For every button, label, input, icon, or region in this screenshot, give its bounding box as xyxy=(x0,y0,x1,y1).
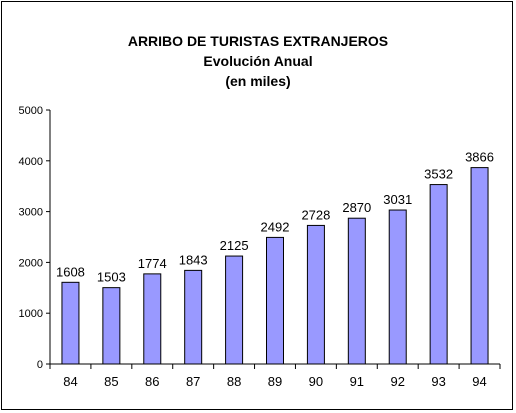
x-tick-label-90: 90 xyxy=(309,374,323,389)
chart-subtitle: Evolución Anual xyxy=(203,53,313,69)
x-tick-label-88: 88 xyxy=(227,374,241,389)
y-tick-label: 2000 xyxy=(19,257,43,269)
data-label-86: 1774 xyxy=(138,256,167,271)
bar-94 xyxy=(470,167,489,365)
x-tick-label-87: 87 xyxy=(186,374,200,389)
bar-86 xyxy=(143,273,162,365)
bar-89 xyxy=(266,236,284,365)
chart-unit-subtitle: (en miles) xyxy=(225,73,291,89)
y-tick-label: 0 xyxy=(37,359,43,371)
x-tick-label-84: 84 xyxy=(63,374,77,389)
data-label-84: 1608 xyxy=(56,264,85,279)
x-tick-label-94: 94 xyxy=(472,374,486,389)
y-tick-label: 3000 xyxy=(19,207,43,219)
bar-84 xyxy=(61,281,80,365)
y-tick-label: 5000 xyxy=(19,105,43,117)
x-tick-label-85: 85 xyxy=(104,374,118,389)
data-label-92: 3031 xyxy=(383,192,412,207)
data-label-94: 3866 xyxy=(465,150,494,165)
x-tick-label-91: 91 xyxy=(350,374,364,389)
y-tick-label: 4000 xyxy=(19,156,43,168)
bar-92 xyxy=(388,209,407,365)
bar-88 xyxy=(225,255,244,365)
bar-93 xyxy=(429,184,448,365)
x-tick-label-93: 93 xyxy=(431,374,445,389)
data-label-90: 2728 xyxy=(301,207,330,222)
y-tick-label: 1000 xyxy=(19,308,43,320)
data-label-91: 2870 xyxy=(342,200,371,215)
bar-90 xyxy=(306,224,325,365)
data-label-93: 3532 xyxy=(424,167,453,182)
x-tick-label-89: 89 xyxy=(268,374,282,389)
bar-91 xyxy=(347,217,366,365)
x-tick-label-92: 92 xyxy=(390,374,404,389)
data-label-89: 2492 xyxy=(261,219,290,234)
bar-85 xyxy=(102,287,121,365)
data-label-87: 1843 xyxy=(179,252,208,267)
bar-87 xyxy=(184,269,203,365)
data-label-85: 1503 xyxy=(97,270,126,285)
data-label-88: 2125 xyxy=(220,238,249,253)
chart-title: ARRIBO DE TURISTAS EXTRANJEROS xyxy=(127,33,389,49)
x-tick-label-86: 86 xyxy=(145,374,159,389)
